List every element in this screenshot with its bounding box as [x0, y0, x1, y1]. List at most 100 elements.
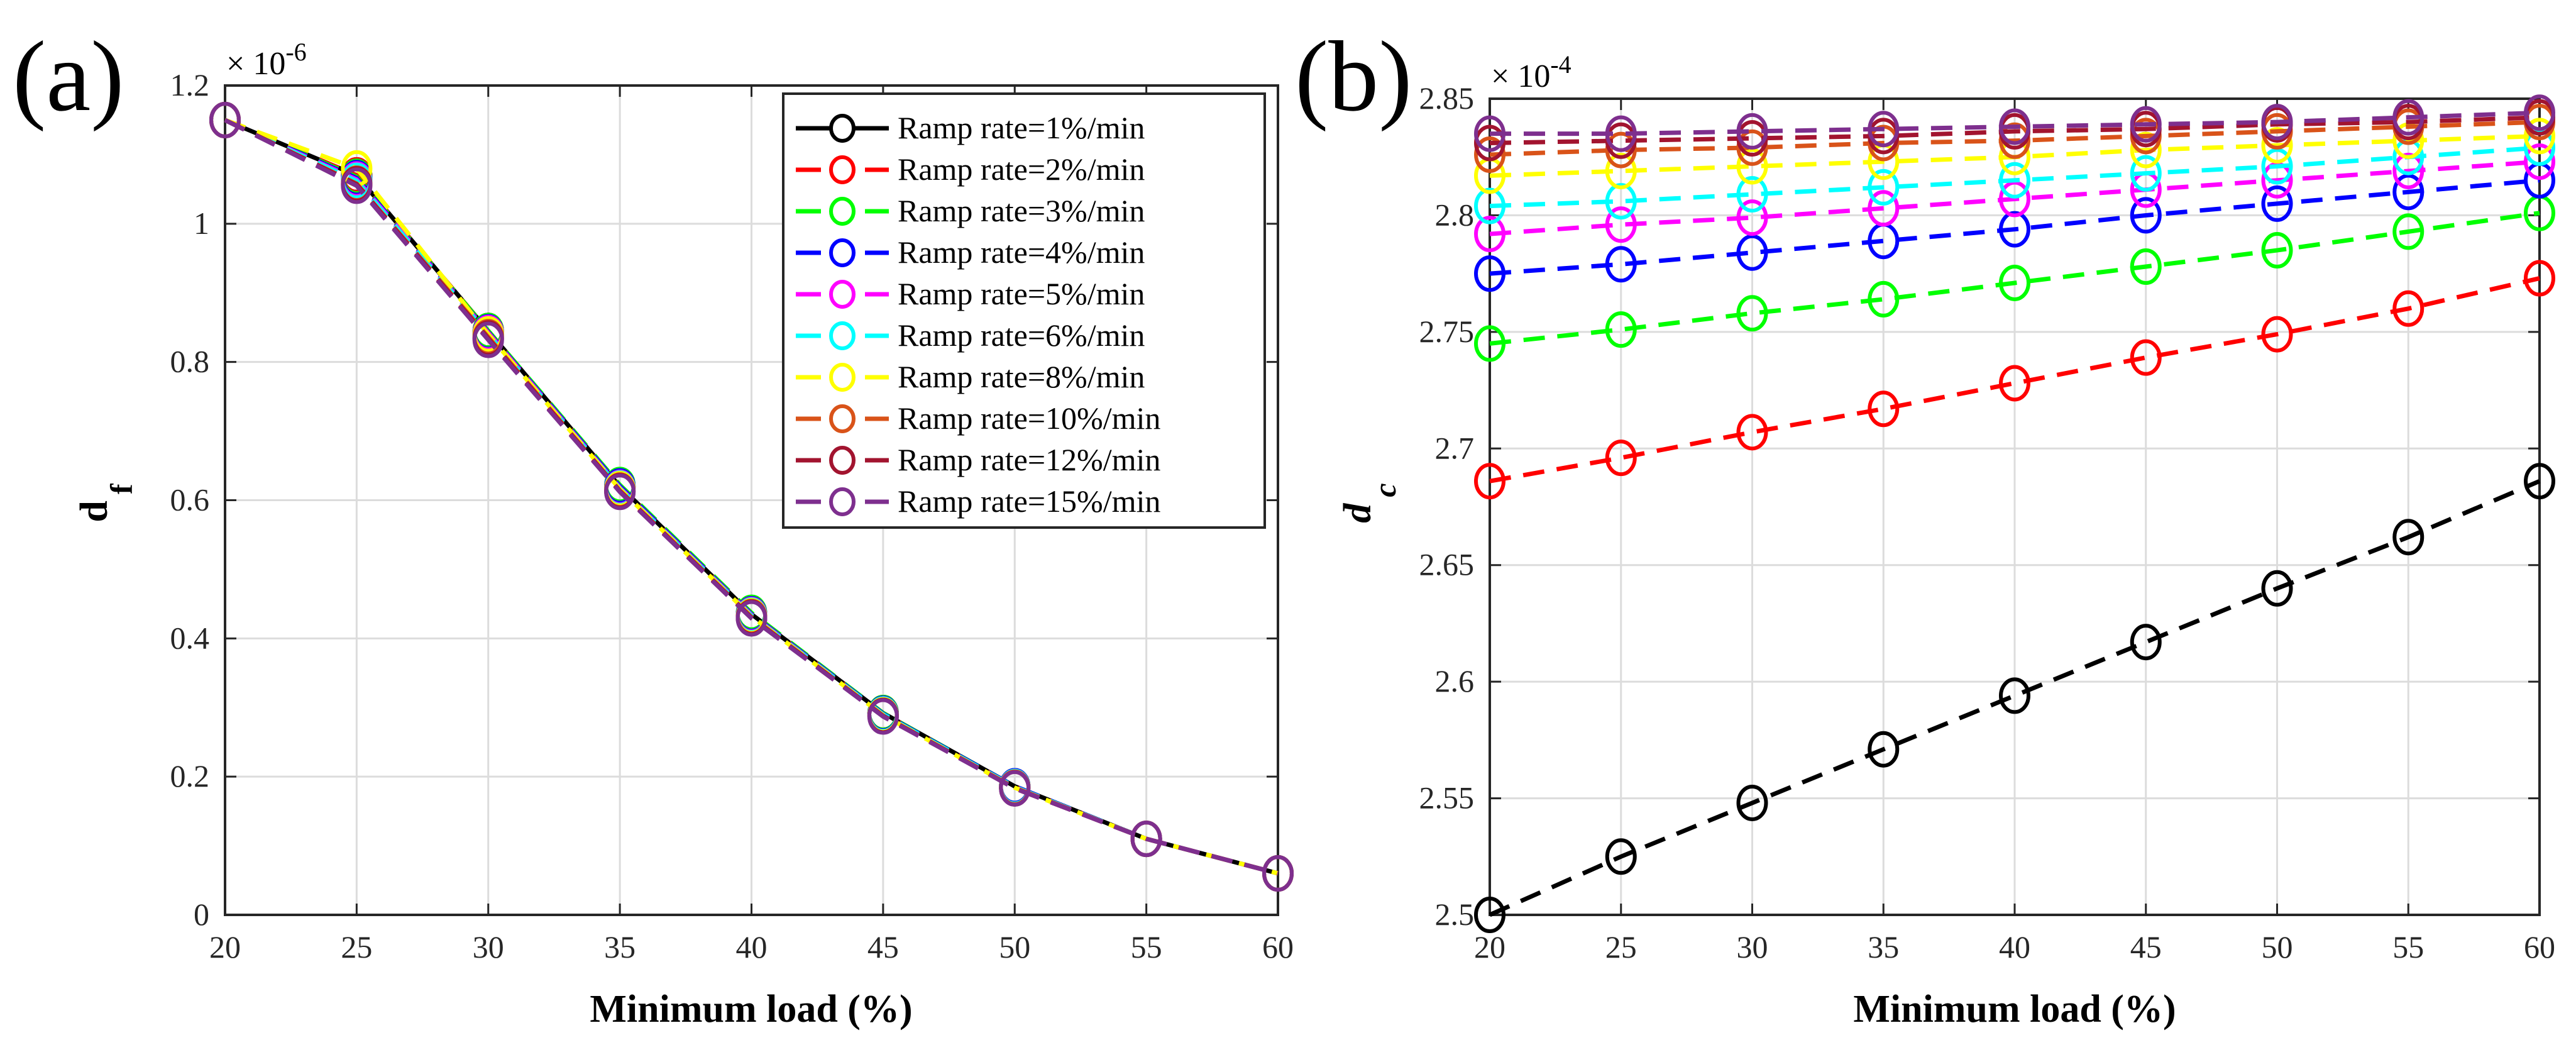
data-point	[2524, 143, 2555, 180]
data-point	[1868, 111, 1900, 148]
data-point	[2130, 106, 2162, 143]
data-point	[472, 321, 504, 358]
data-point	[2261, 570, 2293, 607]
data-point	[2261, 316, 2293, 353]
y-tick-label: 0.2	[170, 758, 210, 794]
data-point	[2524, 260, 2555, 297]
legend-marker	[829, 155, 856, 184]
series-line	[1489, 276, 2540, 484]
x-tick-label: 45	[867, 929, 899, 965]
legend-marker	[829, 487, 856, 516]
legend-entry: Ramp rate=15%/min	[898, 484, 1160, 519]
x-axis-label-a: Minimum load (%)	[590, 988, 912, 1031]
data-point	[1736, 295, 1768, 332]
data-point	[1605, 115, 1637, 152]
data-point	[2392, 122, 2425, 159]
data-point	[1605, 246, 1637, 283]
series-line	[1489, 119, 2540, 157]
exponent-label-b: × 10-4	[1491, 50, 1571, 94]
legend: Ramp rate=1%/min Ramp rate=2%/min Ramp rat…	[782, 92, 1266, 529]
data-point	[1474, 897, 1505, 933]
data-point	[1736, 129, 1768, 166]
x-tick-label: 20	[209, 929, 241, 965]
data-point	[1736, 113, 1768, 150]
data-point	[1605, 206, 1637, 243]
y-tick-label: 1.2	[170, 67, 210, 102]
data-point	[1474, 325, 1505, 362]
x-tick-label: 50	[999, 929, 1030, 965]
data-point	[1736, 414, 1768, 451]
legend-marker	[829, 280, 856, 309]
series-ramp-rate-15-min	[209, 101, 1294, 892]
data-point	[1999, 677, 2030, 714]
series-ramp-rate-15-min	[1474, 94, 2555, 152]
legend-marker	[829, 363, 856, 392]
y-axis-label-a: df	[73, 483, 139, 522]
series-ramp-rate-5-min	[1474, 143, 2555, 253]
x-tick-label: 25	[341, 929, 372, 965]
legend-box	[782, 92, 1266, 529]
y-tick-label: 2.55	[1419, 780, 1475, 816]
legend-marker	[829, 114, 856, 143]
data-point	[2392, 152, 2425, 189]
data-point	[999, 770, 1031, 807]
data-point	[341, 167, 373, 204]
axes-frame	[224, 84, 1279, 916]
y-tick-label: 2.5	[1435, 897, 1475, 932]
data-point	[2392, 290, 2425, 327]
legend-entry: Ramp rate=6%/min	[898, 318, 1145, 353]
data-point	[1474, 187, 1505, 224]
data-point	[735, 600, 768, 637]
series-ramp-rate-6-min	[1474, 129, 2555, 224]
data-point	[1868, 390, 1900, 428]
x-axis-label-b: Minimum load (%)	[1853, 988, 2176, 1031]
data-point	[1605, 152, 1637, 189]
data-point	[2261, 104, 2293, 141]
legend-entry: Ramp rate=10%/min	[898, 401, 1160, 436]
data-point	[2130, 155, 2162, 192]
panel-label-a: (a)	[13, 20, 124, 132]
y-tick-label: 2.8	[1435, 197, 1475, 232]
x-tick-label: 45	[2130, 929, 2162, 965]
x-tick-label: 20	[1474, 929, 1505, 965]
data-point	[2392, 519, 2425, 556]
data-point	[1999, 264, 2030, 301]
data-point	[2130, 339, 2162, 376]
series-line	[1489, 159, 2540, 236]
series-line	[1489, 479, 2541, 917]
data-point	[1999, 122, 2030, 159]
legend-marker	[829, 197, 856, 226]
x-tick-label: 55	[2392, 929, 2424, 965]
panel-label-b: (b)	[1295, 20, 1412, 132]
data-point	[2261, 232, 2293, 269]
panel-a: (a) × 10-6 Minimum load (%) df 20 25 30 35 4…	[13, 20, 1294, 1031]
series-ramp-rate-2-min	[1474, 260, 2555, 500]
series-line	[224, 118, 1279, 876]
data-point	[2130, 131, 2162, 169]
x-tick-label: 30	[1737, 929, 1768, 965]
data-point	[2524, 94, 2555, 131]
data-point	[1999, 211, 2030, 248]
legend-entry: Ramp rate=2%/min	[898, 152, 1145, 187]
data-point	[867, 698, 899, 735]
y-axis-label-b: dc	[1336, 483, 1402, 523]
series-line	[1489, 211, 2540, 346]
data-point	[1474, 255, 1505, 292]
data-point	[1130, 821, 1162, 858]
series-ramp-rate-3-min	[1474, 194, 2555, 362]
x-tick-label: 55	[1131, 929, 1162, 965]
data-point	[2261, 185, 2293, 222]
x-tick-label: 40	[736, 929, 768, 965]
data-point	[1999, 108, 2030, 145]
legend-marker	[829, 446, 856, 475]
data-point	[2392, 174, 2425, 211]
data-point	[1868, 169, 1900, 206]
legend-marker	[829, 238, 856, 267]
series-ramp-rate-1-min	[1474, 463, 2555, 933]
y-tick-label: 2.6	[1435, 663, 1475, 699]
y-tick-label: 1	[194, 206, 209, 241]
data-point	[2130, 624, 2162, 661]
y-tick-label: 0.6	[170, 482, 210, 517]
data-point	[1605, 183, 1637, 220]
